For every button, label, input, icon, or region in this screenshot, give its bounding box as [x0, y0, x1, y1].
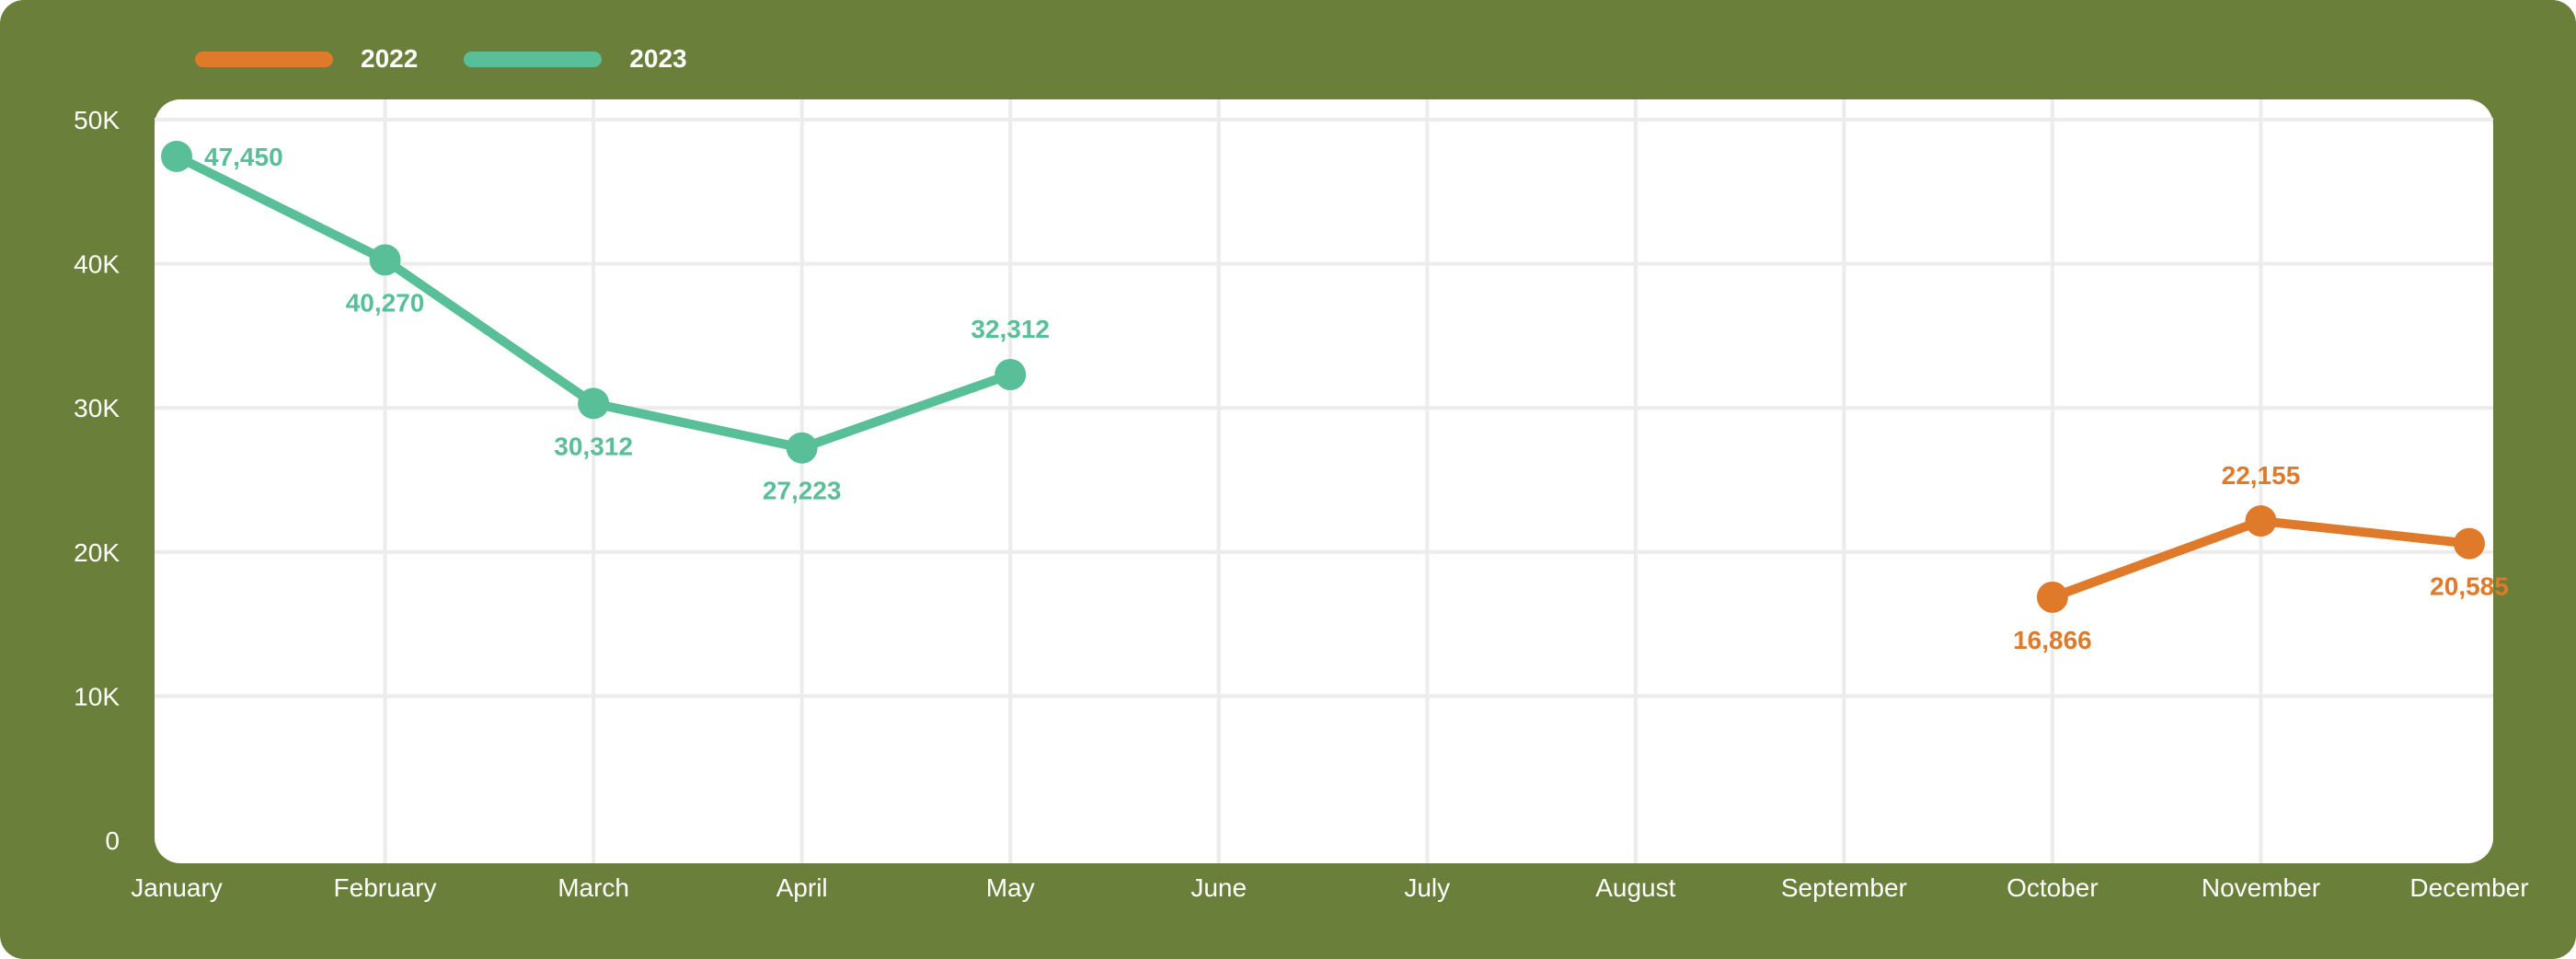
data-label-2023: 47,450	[204, 143, 283, 171]
y-tick-label: 50K	[74, 106, 120, 134]
x-tick-label: November	[2202, 873, 2320, 902]
y-tick-label: 30K	[74, 394, 120, 422]
legend-swatch-2023	[464, 51, 603, 67]
data-point-2023	[161, 140, 192, 172]
data-point-2023	[578, 387, 610, 420]
data-point-2022	[2454, 527, 2485, 560]
data-point-2023	[995, 358, 1027, 390]
data-label-2023: 40,270	[346, 288, 425, 317]
y-tick-label: 40K	[74, 250, 120, 279]
x-tick-label: July	[1404, 873, 1450, 902]
x-tick-label: March	[558, 873, 629, 902]
y-tick-label: 0	[105, 826, 120, 855]
legend-label-2022: 2022	[361, 44, 419, 73]
legend-item-2023[interactable]: 2023	[464, 44, 687, 74]
x-tick-label: February	[334, 873, 437, 902]
data-point-2023	[786, 432, 818, 464]
y-tick-label: 10K	[74, 682, 120, 711]
data-label-2023: 30,312	[554, 432, 633, 460]
legend-label-2023: 2023	[629, 44, 687, 73]
plot-area	[155, 99, 2493, 863]
x-tick-label: December	[2409, 873, 2528, 902]
x-tick-label: June	[1190, 873, 1247, 902]
legend-item-2022[interactable]: 2022	[195, 44, 418, 74]
x-tick-label: September	[1781, 873, 1907, 902]
x-tick-label: August	[1595, 873, 1675, 902]
data-label-2023: 32,312	[971, 315, 1050, 343]
data-point-2022	[2036, 581, 2068, 613]
data-point-2023	[369, 244, 401, 276]
data-label-2023: 27,223	[763, 477, 842, 505]
x-tick-label: April	[776, 873, 828, 902]
x-tick-label: January	[131, 873, 223, 902]
x-tick-label: May	[986, 873, 1035, 902]
data-label-2022: 16,866	[2013, 626, 2092, 654]
legend-swatch-2022	[195, 51, 333, 67]
y-tick-label: 20K	[74, 538, 120, 567]
x-tick-label: October	[2007, 873, 2099, 902]
data-point-2022	[2245, 505, 2277, 537]
legend: 2022 2023	[195, 40, 706, 77]
data-label-2022: 22,155	[2222, 461, 2301, 490]
data-label-2022: 20,585	[2430, 572, 2509, 601]
